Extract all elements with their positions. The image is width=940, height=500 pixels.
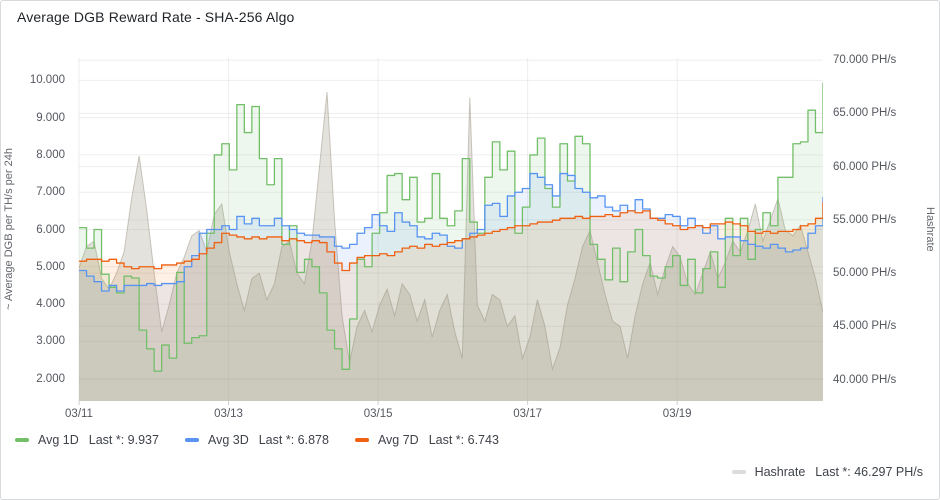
y-left-tick-label: 4.000 <box>36 298 65 311</box>
y-left-tick-label: 8.000 <box>36 148 65 161</box>
x-tick-label: 03/13 <box>214 408 243 420</box>
avg-3d-color-swatch <box>184 438 199 442</box>
y-left-tick-label: 9.000 <box>36 111 65 124</box>
legend-label-avg-3d: Avg 3D <box>207 433 249 447</box>
legend-stat-avg-1d: Last *: 9.937 <box>88 433 159 447</box>
y-left-tick-label: 2.000 <box>36 372 65 385</box>
hashrate-legend: Hashrate Last *: 46.297 PH/s <box>731 465 923 479</box>
y-right-tick-label: 70.000 PH/s <box>833 54 897 67</box>
legend-label-hashrate: Hashrate <box>754 465 806 479</box>
y-right-tick-label: 40.000 PH/s <box>833 373 897 386</box>
legend-label-avg-7d: Avg 7D <box>377 433 419 447</box>
y-right-tick-label: 60.000 PH/s <box>833 160 897 173</box>
y-left-tick-label: 5.000 <box>36 260 65 273</box>
y-right-tick-label: 50.000 PH/s <box>833 267 897 280</box>
y-left-tick-label: 10.000 <box>29 74 65 87</box>
legend: Avg 1D Last *: 9.937 Avg 3D Last *: 6.87… <box>15 433 499 447</box>
legend-item-hashrate[interactable]: Hashrate Last *: 46.297 PH/s <box>731 465 923 479</box>
y-right-tick-label: 45.000 PH/s <box>833 320 897 333</box>
avg-7d-color-swatch <box>354 438 369 442</box>
x-tick-label: 03/15 <box>363 408 393 420</box>
legend-label-avg-1d: Avg 1D <box>38 433 79 447</box>
y-left-tick-label: 7.000 <box>36 186 65 199</box>
y-right-tick-label: 65.000 PH/s <box>833 107 897 120</box>
y-axis-right-label: Hashrate <box>924 207 936 252</box>
y-left-tick-label: 6.000 <box>36 223 65 236</box>
legend-stat-hashrate: Last *: 46.297 PH/s <box>815 465 923 479</box>
x-tick-label: 03/19 <box>662 408 692 420</box>
legend-stat-avg-7d: Last *: 6.743 <box>428 433 499 447</box>
x-tick-label: 03/11 <box>65 408 93 420</box>
avg-1d-color-swatch <box>15 438 29 442</box>
legend-stat-avg-3d: Last *: 6.878 <box>258 433 329 447</box>
panel-title[interactable]: Average DGB Reward Rate - SHA-256 Algo <box>17 9 295 25</box>
y-right-tick-label: 55.000 PH/s <box>833 213 897 226</box>
hashrate-color-swatch <box>731 470 746 474</box>
y-left-tick-label: 3.000 <box>36 335 65 348</box>
legend-item-avg-7d[interactable]: Avg 7D Last *: 6.743 <box>354 433 499 447</box>
x-tick-label: 03/17 <box>513 408 543 420</box>
legend-item-avg-1d[interactable]: Avg 1D Last *: 9.937 <box>15 433 159 447</box>
legend-item-avg-3d[interactable]: Avg 3D Last *: 6.878 <box>184 433 329 447</box>
